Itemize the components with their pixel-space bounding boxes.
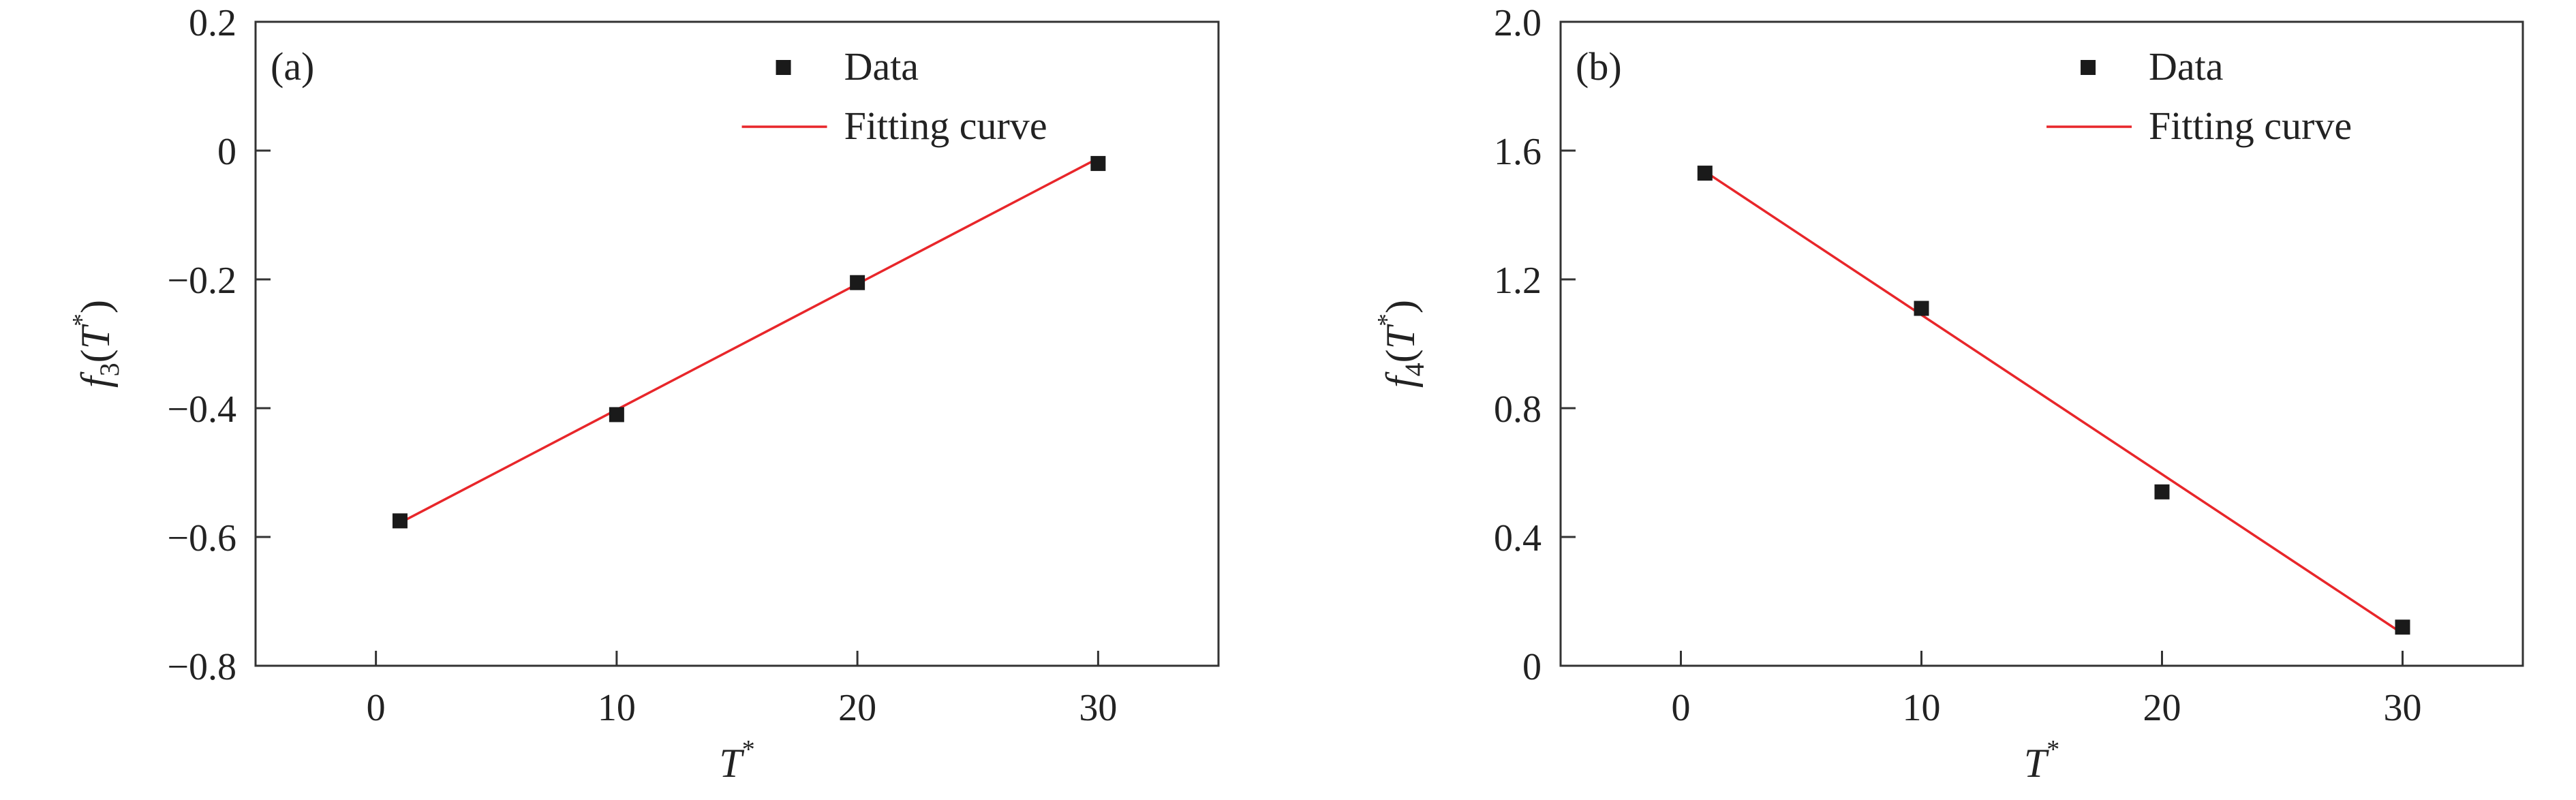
- chart-panel-b: 0 0.4 0.8 1.2 1.6 2.0 0 10 20 30 (b) Data Fitting cu…: [1373, 2, 2524, 786]
- y-tick-label: 0.4: [1494, 517, 1542, 559]
- plot-frame: [254, 20, 1220, 667]
- y-axis-title: f3(T*): [67, 300, 125, 388]
- y-tick-label: 1.6: [1494, 131, 1542, 173]
- y-tick-label: 0.8: [1494, 388, 1542, 431]
- y-axis-title-sup: *: [1373, 313, 1401, 326]
- x-axis-title-sup: *: [2046, 735, 2059, 764]
- y-tick-label: 1.2: [1494, 260, 1542, 302]
- y-tick-label: 0: [1522, 646, 1542, 688]
- fitting-curve-line: [1704, 170, 2404, 635]
- y-tick-label: −0.6: [167, 517, 236, 559]
- fitting-curve-line: [399, 157, 1099, 524]
- y-axis-title-sup: *: [67, 313, 96, 326]
- y-axis-title: f4(T*): [1373, 300, 1430, 388]
- x-tick-label: 20: [2143, 687, 2181, 729]
- data-point-marker: [609, 407, 624, 422]
- data-point-marker: [1914, 301, 1929, 316]
- y-tick-label: 2.0: [1494, 2, 1542, 44]
- y-axis-title-T: T: [1378, 324, 1423, 349]
- y-axis-title-open: (: [1378, 349, 1423, 363]
- legend-data-marker: [2081, 60, 2096, 75]
- data-point-marker: [850, 275, 865, 290]
- y-axis-title-open: (: [73, 349, 118, 363]
- y-axis-title-sub: 3: [94, 363, 125, 376]
- y-tick-label: 0.2: [189, 2, 236, 44]
- data-point-marker: [1697, 166, 1713, 181]
- y-tick-label: −0.8: [167, 646, 236, 688]
- legend-fitting-curve-label: Fitting curve: [844, 104, 1047, 148]
- legend-fitting-curve-label: Fitting curve: [2149, 104, 2352, 148]
- y-axis-title-sub: 4: [1399, 363, 1430, 376]
- y-tick-label: −0.4: [167, 388, 236, 431]
- x-tick-label: 30: [2384, 687, 2422, 729]
- panel-label: (a): [271, 44, 314, 89]
- x-axis-title-main: T: [719, 741, 744, 786]
- x-axis-title-sup: *: [742, 735, 755, 764]
- data-point-marker: [392, 513, 408, 529]
- plot-frame: [1559, 20, 2524, 667]
- data-point-marker: [2154, 484, 2170, 499]
- data-point-marker: [2395, 619, 2410, 635]
- x-tick-label: 10: [598, 687, 636, 729]
- y-tick-label: −0.2: [167, 260, 236, 302]
- y-axis-title-close: ): [1378, 300, 1423, 313]
- y-axis-title-close: ): [73, 300, 118, 313]
- y-axis-title-T: T: [73, 324, 118, 349]
- legend-data-label: Data: [2149, 44, 2224, 89]
- panel-label: (b): [1576, 44, 1622, 89]
- x-axis-title: T*: [719, 735, 754, 786]
- legend-data-marker: [776, 60, 791, 75]
- x-tick-label: 10: [1903, 687, 1941, 729]
- data-point-marker: [1090, 155, 1106, 171]
- legend-data-label: Data: [844, 44, 919, 89]
- x-tick-label: 0: [367, 687, 386, 729]
- y-tick-label: 0: [217, 131, 236, 173]
- x-tick-label: 0: [1672, 687, 1691, 729]
- chart-panel-a: −0.8 −0.6 −0.4 −0.2 0 0.2 0 10 20 30 (a) Data Fittin…: [67, 2, 1220, 786]
- x-axis-title-main: T: [2024, 741, 2049, 786]
- x-tick-label: 20: [838, 687, 876, 729]
- x-axis-title: T*: [2024, 735, 2059, 786]
- x-tick-label: 30: [1079, 687, 1117, 729]
